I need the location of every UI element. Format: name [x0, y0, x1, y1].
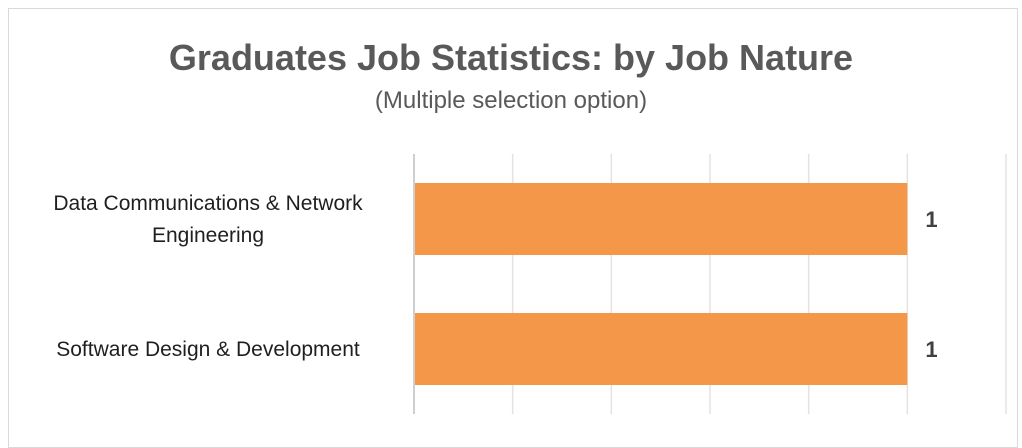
chart-title: Graduates Job Statistics: by Job Nature — [168, 37, 854, 78]
chart-subtitle: (Multiple selection option) — [374, 87, 648, 114]
